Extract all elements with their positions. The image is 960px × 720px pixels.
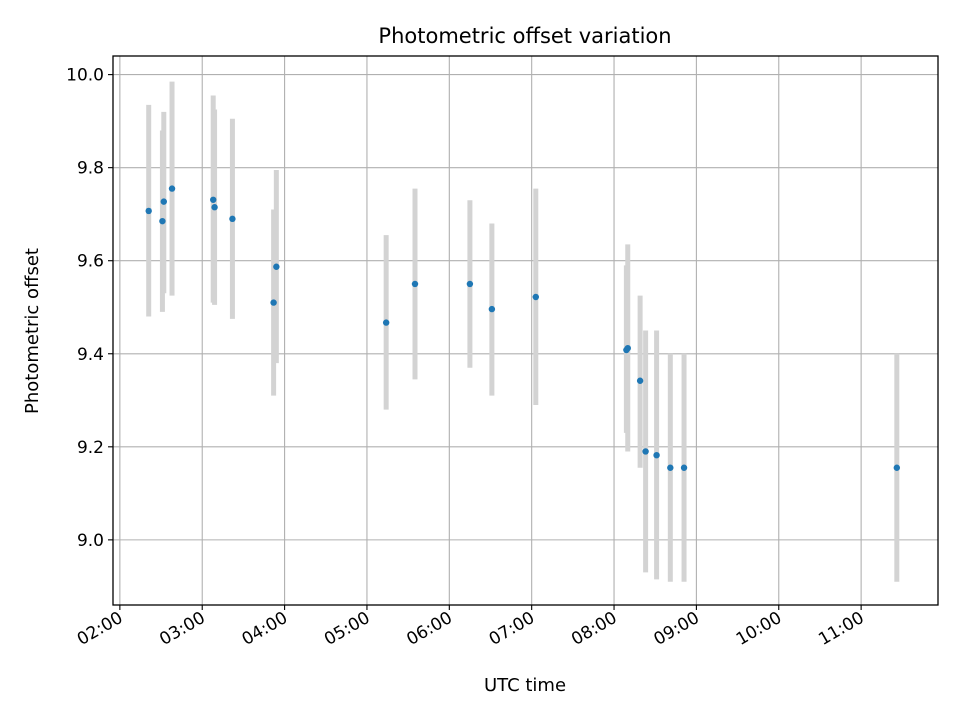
- data-point: [211, 204, 218, 211]
- data-point: [667, 464, 674, 471]
- plot-area-frame: [112, 55, 939, 606]
- grid: [113, 56, 938, 605]
- data-points: [145, 185, 901, 471]
- y-tick-label: 9.2: [77, 438, 104, 458]
- data-point: [229, 215, 236, 223]
- data-point: [624, 344, 631, 352]
- data-point: [168, 185, 176, 192]
- data-point: [488, 305, 496, 313]
- data-point: [273, 263, 280, 270]
- y-axis-ticks: 9.0 9.2 9.4 9.6 9.8 10.0: [66, 66, 113, 551]
- x-tick-label: 11:00: [815, 608, 867, 650]
- x-tick-label: 05:00: [321, 608, 373, 650]
- x-tick-label: 02:00: [74, 608, 126, 650]
- x-tick-label: 07:00: [486, 608, 538, 650]
- x-tick-label: 06:00: [403, 608, 455, 650]
- x-tick-label: 03:00: [156, 608, 208, 650]
- data-point: [160, 198, 167, 205]
- x-axis-ticks: 02:00 03:00 04:00 05:00 06:00 07:00 08:00 09:00…: [74, 605, 868, 650]
- y-tick-label: 9.8: [77, 159, 104, 179]
- data-point: [145, 207, 152, 215]
- data-point: [642, 448, 649, 455]
- y-tick-label: 9.0: [77, 531, 104, 551]
- data-point: [382, 319, 390, 326]
- x-tick-label: 08:00: [568, 608, 620, 650]
- data-point: [680, 464, 688, 471]
- data-point: [159, 217, 166, 225]
- x-axis-title: UTC time: [484, 675, 566, 696]
- chart-title: Photometric offset variation: [378, 24, 671, 48]
- y-axis-title: Photometric offset: [22, 248, 43, 414]
- error-bars: [146, 81, 900, 582]
- x-tick-label: 04:00: [239, 608, 291, 650]
- y-tick-label: 9.4: [77, 345, 104, 365]
- data-point: [270, 299, 277, 306]
- y-tick-label: 10.0: [66, 66, 104, 86]
- y-tick-label: 9.6: [77, 252, 104, 272]
- data-point: [466, 280, 474, 288]
- data-point: [636, 377, 644, 384]
- data-point: [210, 196, 217, 203]
- data-point: [653, 451, 660, 459]
- x-tick-label: 10:00: [733, 608, 785, 650]
- data-point: [532, 293, 539, 301]
- x-tick-label: 09:00: [650, 608, 702, 650]
- data-point: [411, 280, 419, 288]
- data-point: [893, 464, 901, 471]
